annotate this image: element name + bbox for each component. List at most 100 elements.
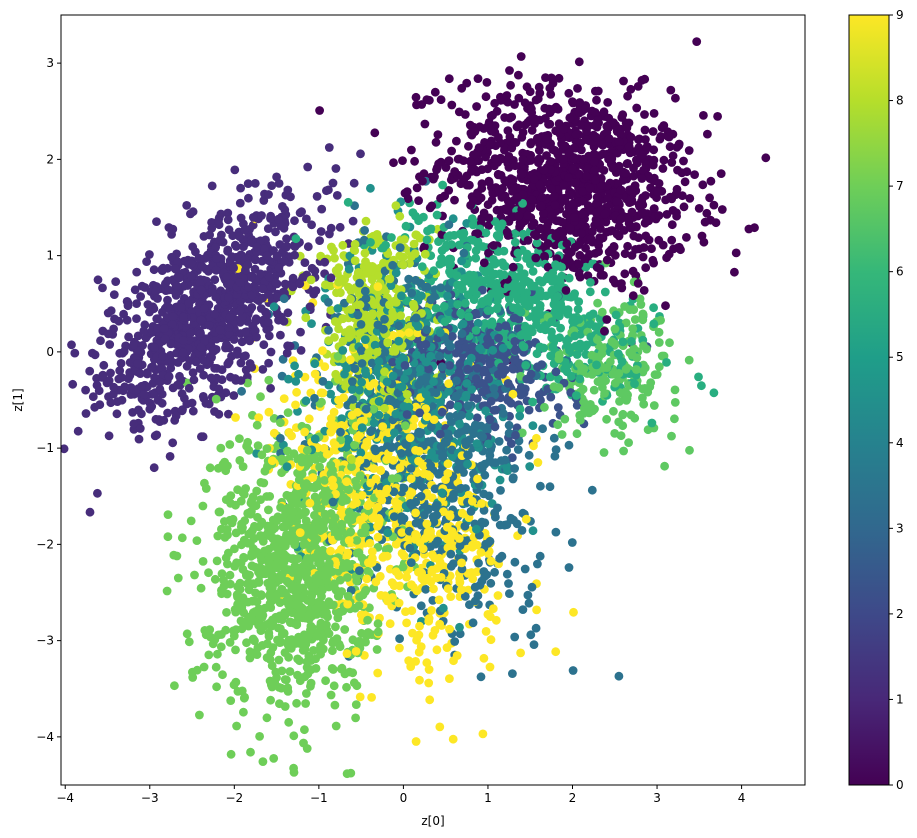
scatter-point-class-4 — [436, 398, 445, 407]
scatter-point-class-0 — [711, 218, 721, 228]
scatter-point-class-6 — [594, 353, 603, 362]
scatter-point-class-9 — [486, 556, 496, 566]
scatter-point-class-0 — [672, 184, 682, 194]
scatter-point-class-7 — [302, 744, 312, 753]
scatter-point-class-5 — [401, 221, 411, 231]
scatter-point-class-6 — [619, 446, 628, 456]
scatter-point-class-7 — [220, 533, 230, 542]
scatter-point-class-1 — [315, 236, 324, 246]
scatter-point-class-5 — [572, 350, 582, 359]
scatter-point-class-1 — [70, 348, 80, 358]
scatter-point-class-3 — [614, 671, 624, 681]
scatter-point-class-0 — [464, 141, 473, 151]
scatter-point-class-5 — [471, 253, 481, 263]
scatter-point-class-1 — [132, 314, 141, 323]
scatter-point-class-0 — [682, 233, 691, 242]
scatter-point-class-8 — [329, 246, 338, 255]
scatter-point-class-3 — [421, 584, 431, 594]
scatter-point-class-2 — [546, 392, 556, 402]
scatter-point-class-7 — [340, 625, 350, 634]
scatter-point-class-7 — [331, 721, 341, 731]
scatter-point-class-7 — [361, 637, 370, 647]
scatter-point-class-0 — [666, 85, 676, 95]
scatter-point-class-1 — [167, 252, 177, 262]
scatter-point-class-4 — [473, 318, 483, 328]
scatter-point-class-7 — [247, 561, 257, 571]
scatter-point-class-9 — [533, 458, 543, 467]
scatter-point-class-7 — [284, 652, 293, 662]
scatter-point-class-7 — [354, 601, 364, 610]
scatter-point-class-0 — [668, 151, 678, 161]
scatter-point-class-8 — [330, 253, 339, 263]
scatter-point-class-7 — [264, 505, 273, 515]
scatter-point-class-9 — [532, 433, 541, 443]
scatter-point-class-0 — [679, 156, 688, 166]
scatter-point-class-5 — [649, 319, 659, 329]
scatter-point-class-3 — [536, 481, 545, 491]
scatter-point-class-6 — [609, 406, 618, 416]
scatter-point-class-2 — [524, 405, 534, 415]
scatter-point-class-6 — [652, 370, 662, 379]
scatter-point-class-3 — [568, 666, 578, 675]
scatter-point-class-0 — [750, 223, 759, 233]
scatter-point-class-0 — [500, 176, 510, 185]
scatter-point-class-7 — [328, 600, 338, 610]
scatter-point-class-9 — [551, 647, 561, 657]
scatter-point-class-9 — [532, 605, 541, 615]
scatter-point-class-0 — [620, 249, 630, 259]
scatter-point-class-3 — [416, 491, 426, 501]
scatter-point-class-2 — [508, 364, 518, 374]
scatter-point-class-9 — [360, 651, 369, 660]
scatter-point-class-0 — [648, 127, 658, 136]
scatter-point-class-3 — [479, 506, 489, 515]
scatter-point-class-0 — [641, 231, 651, 241]
scatter-point-class-3 — [587, 485, 597, 495]
scatter-point-class-0 — [709, 200, 719, 210]
scatter-point-class-8 — [334, 324, 343, 334]
scatter-point-class-6 — [540, 402, 549, 412]
scatter-point-class-1 — [266, 347, 276, 357]
scatter-point-class-0 — [571, 130, 581, 140]
scatter-point-class-9 — [367, 547, 377, 556]
scatter-point-class-7 — [243, 597, 253, 607]
scatter-point-class-0 — [623, 159, 632, 168]
scatter-point-class-1 — [326, 273, 336, 283]
scatter-point-class-1 — [235, 198, 245, 208]
scatter-point-class-7 — [248, 492, 258, 502]
scatter-point-class-0 — [617, 283, 627, 293]
scatter-point-class-7 — [228, 514, 238, 524]
scatter-point-class-1 — [276, 221, 286, 231]
scatter-point-class-0 — [632, 103, 642, 113]
scatter-point-class-7 — [334, 591, 344, 601]
scatter-point-class-0 — [564, 88, 574, 98]
scatter-point-class-7 — [213, 649, 222, 659]
scatter-point-class-0 — [398, 156, 407, 166]
scatter-point-class-5 — [600, 287, 610, 297]
scatter-point-class-9 — [493, 591, 503, 600]
scatter-point-class-7 — [272, 516, 282, 526]
scatter-point-class-1 — [93, 275, 103, 285]
scatter-point-class-0 — [414, 196, 423, 206]
scatter-point-class-4 — [290, 361, 299, 371]
scatter-point-class-7 — [264, 632, 274, 641]
scatter-point-class-0 — [620, 269, 630, 279]
scatter-point-class-0 — [490, 154, 500, 164]
scatter-point-class-0 — [642, 142, 652, 151]
scatter-point-class-1 — [206, 373, 216, 383]
scatter-point-class-0 — [523, 117, 533, 127]
scatter-point-class-5 — [630, 379, 639, 389]
scatter-point-class-0 — [598, 139, 608, 149]
scatter-point-class-3 — [508, 669, 517, 678]
scatter-point-class-3 — [502, 569, 512, 579]
scatter-point-class-7 — [248, 550, 258, 560]
scatter-point-class-1 — [130, 285, 140, 295]
scatter-point-class-7 — [200, 478, 209, 488]
scatter-point-class-9 — [326, 546, 335, 556]
scatter-point-class-5 — [429, 266, 439, 276]
scatter-point-class-3 — [494, 437, 504, 446]
scatter-point-class-1 — [328, 178, 338, 188]
scatter-point-class-7 — [226, 696, 236, 705]
scatter-point-class-9 — [415, 675, 424, 685]
scatter-point-class-9 — [521, 514, 531, 524]
scatter-point-class-1 — [157, 398, 167, 408]
